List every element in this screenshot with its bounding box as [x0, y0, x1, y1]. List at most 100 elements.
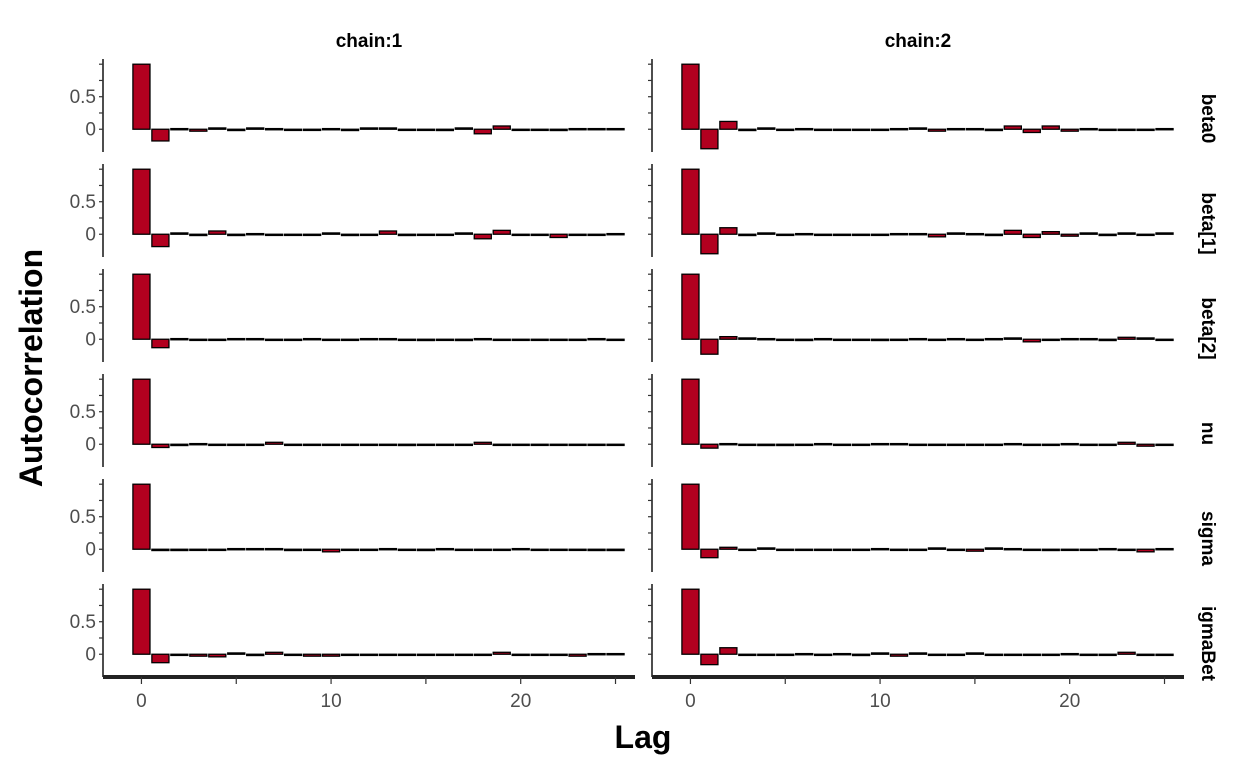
- acf-bar: [359, 337, 379, 341]
- acf-bar: [397, 128, 417, 132]
- panel-chain1-nu: 00.5: [70, 374, 625, 467]
- panel-chain1-beta2: 00.5: [70, 269, 625, 362]
- acf-bar: [814, 548, 833, 552]
- acf-bar: [984, 128, 1004, 132]
- y-tick-label: 0: [85, 225, 96, 246]
- acf-bar: [965, 652, 985, 655]
- acf-bar: [1079, 548, 1098, 552]
- acf-bar: [814, 233, 833, 237]
- acf-bar: [587, 443, 606, 447]
- facet-strip-label-row: beta0: [1197, 94, 1218, 144]
- acf-bar: [246, 127, 265, 130]
- acf-bar: [681, 63, 700, 130]
- acf-bar: [681, 273, 700, 340]
- acf-bar: [264, 651, 284, 655]
- acf-bar: [511, 233, 530, 237]
- acf-bar: [1060, 442, 1079, 446]
- acf-bar: [473, 653, 492, 657]
- acf-bar: [1060, 652, 1079, 656]
- acf-bar: [606, 338, 625, 342]
- acf-bar: [416, 548, 436, 552]
- acf-bar: [700, 653, 719, 666]
- acf-bar: [359, 443, 379, 447]
- acf-bar: [283, 233, 303, 237]
- acf-bar: [1041, 338, 1060, 342]
- panel-chain2-igmaBet: [648, 584, 1174, 677]
- acf-bar: [908, 443, 928, 447]
- acf-bar: [851, 443, 871, 447]
- acf-bar: [927, 443, 947, 447]
- acf-bar: [1022, 338, 1041, 343]
- acf-bar: [587, 548, 606, 552]
- acf-bar: [1022, 233, 1041, 239]
- x-axis-title: Lag: [615, 719, 672, 755]
- acf-bar: [757, 232, 776, 235]
- acf-bar: [719, 227, 738, 235]
- acf-bar: [454, 548, 473, 552]
- acf-bar: [851, 548, 871, 552]
- facet-strip-label-row: igmaBet: [1197, 606, 1218, 682]
- acf-bar: [870, 233, 890, 237]
- acf-bar: [530, 233, 549, 237]
- acf-bar: [965, 443, 985, 447]
- acf-bar: [378, 337, 398, 341]
- acf-bar: [738, 337, 757, 340]
- acf-bar: [587, 233, 606, 237]
- acf-bar: [946, 653, 966, 657]
- acf-bar: [1117, 336, 1136, 340]
- acf-bar: [832, 128, 852, 132]
- y-tick-label: 0: [85, 645, 96, 666]
- acf-bar: [227, 233, 246, 237]
- y-tick-label: 0: [85, 330, 96, 351]
- acf-bar: [908, 127, 928, 130]
- acf-bar: [132, 168, 151, 235]
- acf-bar: [397, 338, 417, 342]
- acf-bar: [814, 128, 833, 132]
- acf-bar: [189, 338, 208, 342]
- acf-bar: [208, 127, 227, 130]
- acf-bar: [473, 128, 492, 135]
- acf-bar: [549, 548, 568, 552]
- acf-bar: [851, 128, 871, 132]
- acf-bar: [1003, 547, 1023, 551]
- acf-bar: [870, 128, 890, 132]
- acf-bar: [1136, 337, 1155, 340]
- acf-bar: [851, 653, 871, 657]
- acf-bar: [1022, 653, 1041, 657]
- acf-bar: [340, 233, 360, 237]
- acf-bar: [927, 547, 947, 550]
- acf-bar: [889, 338, 909, 342]
- acf-bar: [700, 548, 719, 559]
- acf-bar: [1117, 128, 1136, 132]
- acf-bar: [1079, 443, 1098, 447]
- acf-bar: [473, 548, 492, 552]
- acf-bar: [340, 338, 360, 342]
- acf-bar: [587, 337, 606, 341]
- acf-bar: [738, 233, 757, 237]
- acf-bar: [776, 128, 795, 132]
- acf-bar: [549, 233, 568, 239]
- acf-bar: [776, 338, 795, 342]
- panel-chain2-beta1: [648, 164, 1174, 257]
- acf-bar: [1098, 338, 1117, 342]
- acf-bar: [283, 128, 303, 132]
- acf-bar: [681, 168, 700, 235]
- acf-bar: [984, 443, 1004, 447]
- acf-bar: [776, 233, 795, 237]
- acf-bar: [208, 443, 227, 447]
- acf-bar: [1079, 232, 1098, 235]
- acf-bar: [568, 443, 587, 447]
- acf-bar: [719, 546, 738, 550]
- acf-bar: [302, 548, 322, 552]
- acf-bar: [1117, 548, 1136, 552]
- acf-bar: [227, 337, 246, 341]
- panel-chain1-beta0: 00.5: [70, 59, 625, 152]
- acf-bar: [1098, 653, 1117, 657]
- acf-bar: [1079, 127, 1098, 131]
- panel-chain2-nu: [648, 374, 1174, 467]
- acf-bar: [851, 338, 871, 342]
- acf-bar: [568, 127, 587, 131]
- acf-bar: [965, 338, 985, 342]
- acf-bar: [302, 337, 322, 341]
- acf-bar: [795, 443, 814, 447]
